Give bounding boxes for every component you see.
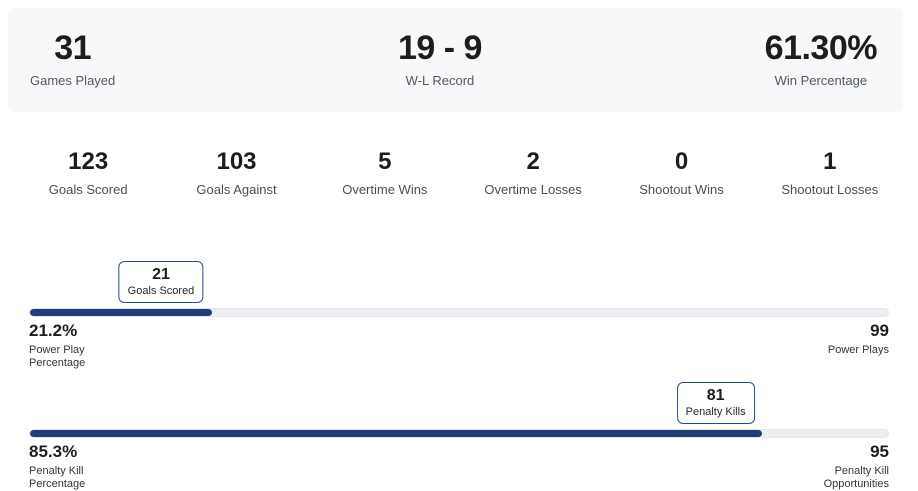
power-play-percentage-value: 21.2%	[29, 321, 78, 340]
bar-fill	[30, 430, 762, 437]
win-percentage-label: Win Percentage	[774, 72, 868, 88]
penalty-kill-bar-footer: 85.3% Penalty Kill Percentage 95 Penalty…	[29, 442, 889, 491]
wl-record-stat: 19 - 9 W-L Record	[398, 29, 482, 88]
win-percentage-stat: 61.30% Win Percentage	[764, 28, 878, 88]
power-play-bar-group: 21 Goals Scored 21.2% Power Play Percent…	[29, 261, 889, 370]
shootout-losses-stat: 1 Shootout Losses	[756, 148, 904, 197]
wl-record-value: 19 - 9	[397, 28, 482, 67]
penalty-kill-opportunities-label: Penalty Kill Opportunities	[823, 465, 889, 490]
goals-against-stat: 103 Goals Against	[162, 148, 310, 197]
power-plays-value: 99	[870, 321, 889, 340]
penalty-kill-marker-box: 81 Penalty Kills	[676, 382, 755, 424]
overtime-losses-label: Overtime Losses	[484, 182, 582, 197]
wl-record-label: W-L Record	[405, 72, 475, 88]
overtime-wins-value: 5	[378, 148, 392, 175]
power-play-progress-track	[29, 308, 889, 317]
penalty-kill-bar-group: 81 Penalty Kills 85.3% Penalty Kill Perc…	[29, 382, 889, 491]
overtime-wins-stat: 5 Overtime Wins	[311, 148, 459, 197]
special-teams-section: 21 Goals Scored 21.2% Power Play Percent…	[29, 261, 889, 491]
power-plays-right-stat: 99 Power Plays	[828, 321, 889, 357]
bar-fill	[30, 309, 212, 316]
shootout-wins-value: 0	[674, 148, 689, 175]
goals-scored-value: 123	[68, 148, 109, 175]
penalty-kill-percentage-label: Penalty Kill Percentage	[29, 465, 86, 490]
goals-against-value: 103	[216, 148, 257, 175]
marker-label: Penalty Kills	[685, 406, 746, 418]
shootout-losses-value: 1	[823, 148, 837, 175]
marker-value: 81	[706, 387, 725, 404]
penalty-kill-percentage-value: 85.3%	[29, 442, 78, 461]
power-play-marker-box: 21 Goals Scored	[118, 261, 204, 303]
overtime-losses-value: 2	[526, 148, 540, 175]
power-play-percentage-label: Power Play Percentage	[29, 344, 86, 369]
penalty-kill-progress-track	[29, 429, 889, 438]
penalty-kill-opportunities-value: 95	[870, 442, 889, 461]
stats-row: 123 Goals Scored 103 Goals Against 5 Ove…	[14, 148, 904, 197]
goals-scored-stat: 123 Goals Scored	[14, 148, 162, 197]
games-played-stat: 31 Games Played	[30, 29, 115, 88]
overtime-wins-label: Overtime Wins	[342, 182, 428, 197]
power-play-left-stat: 21.2% Power Play Percentage	[29, 321, 85, 370]
goals-against-label: Goals Against	[196, 182, 277, 197]
power-plays-label: Power Plays	[827, 344, 889, 356]
overtime-losses-stat: 2 Overtime Losses	[459, 148, 607, 197]
marker-value: 21	[152, 266, 170, 283]
goals-scored-label: Goals Scored	[48, 182, 128, 197]
penalty-kill-left-stat: 85.3% Penalty Kill Percentage	[29, 442, 85, 491]
marker-label: Goals Scored	[127, 285, 195, 297]
win-percentage-value: 61.30%	[764, 28, 878, 67]
shootout-wins-stat: 0 Shootout Wins	[607, 148, 755, 197]
shootout-losses-label: Shootout Losses	[781, 182, 879, 197]
games-played-label: Games Played	[30, 72, 116, 88]
penalty-kill-opportunities-right-stat: 95 Penalty Kill Opportunities	[824, 442, 889, 491]
power-play-bar-footer: 21.2% Power Play Percentage 99 Power Pla…	[29, 321, 889, 370]
summary-card: 31 Games Played 19 - 9 W-L Record 61.30%…	[8, 8, 903, 112]
games-played-value: 31	[54, 28, 92, 67]
shootout-wins-label: Shootout Wins	[639, 182, 724, 197]
